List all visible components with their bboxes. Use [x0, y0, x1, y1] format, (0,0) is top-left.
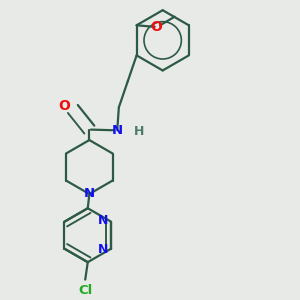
Text: O: O: [58, 100, 70, 113]
Text: O: O: [150, 20, 162, 34]
Text: N: N: [84, 188, 95, 200]
Text: Cl: Cl: [78, 284, 92, 297]
Text: N: N: [98, 214, 109, 227]
Text: N: N: [112, 124, 123, 137]
Text: H: H: [134, 125, 144, 138]
Text: N: N: [98, 243, 109, 256]
